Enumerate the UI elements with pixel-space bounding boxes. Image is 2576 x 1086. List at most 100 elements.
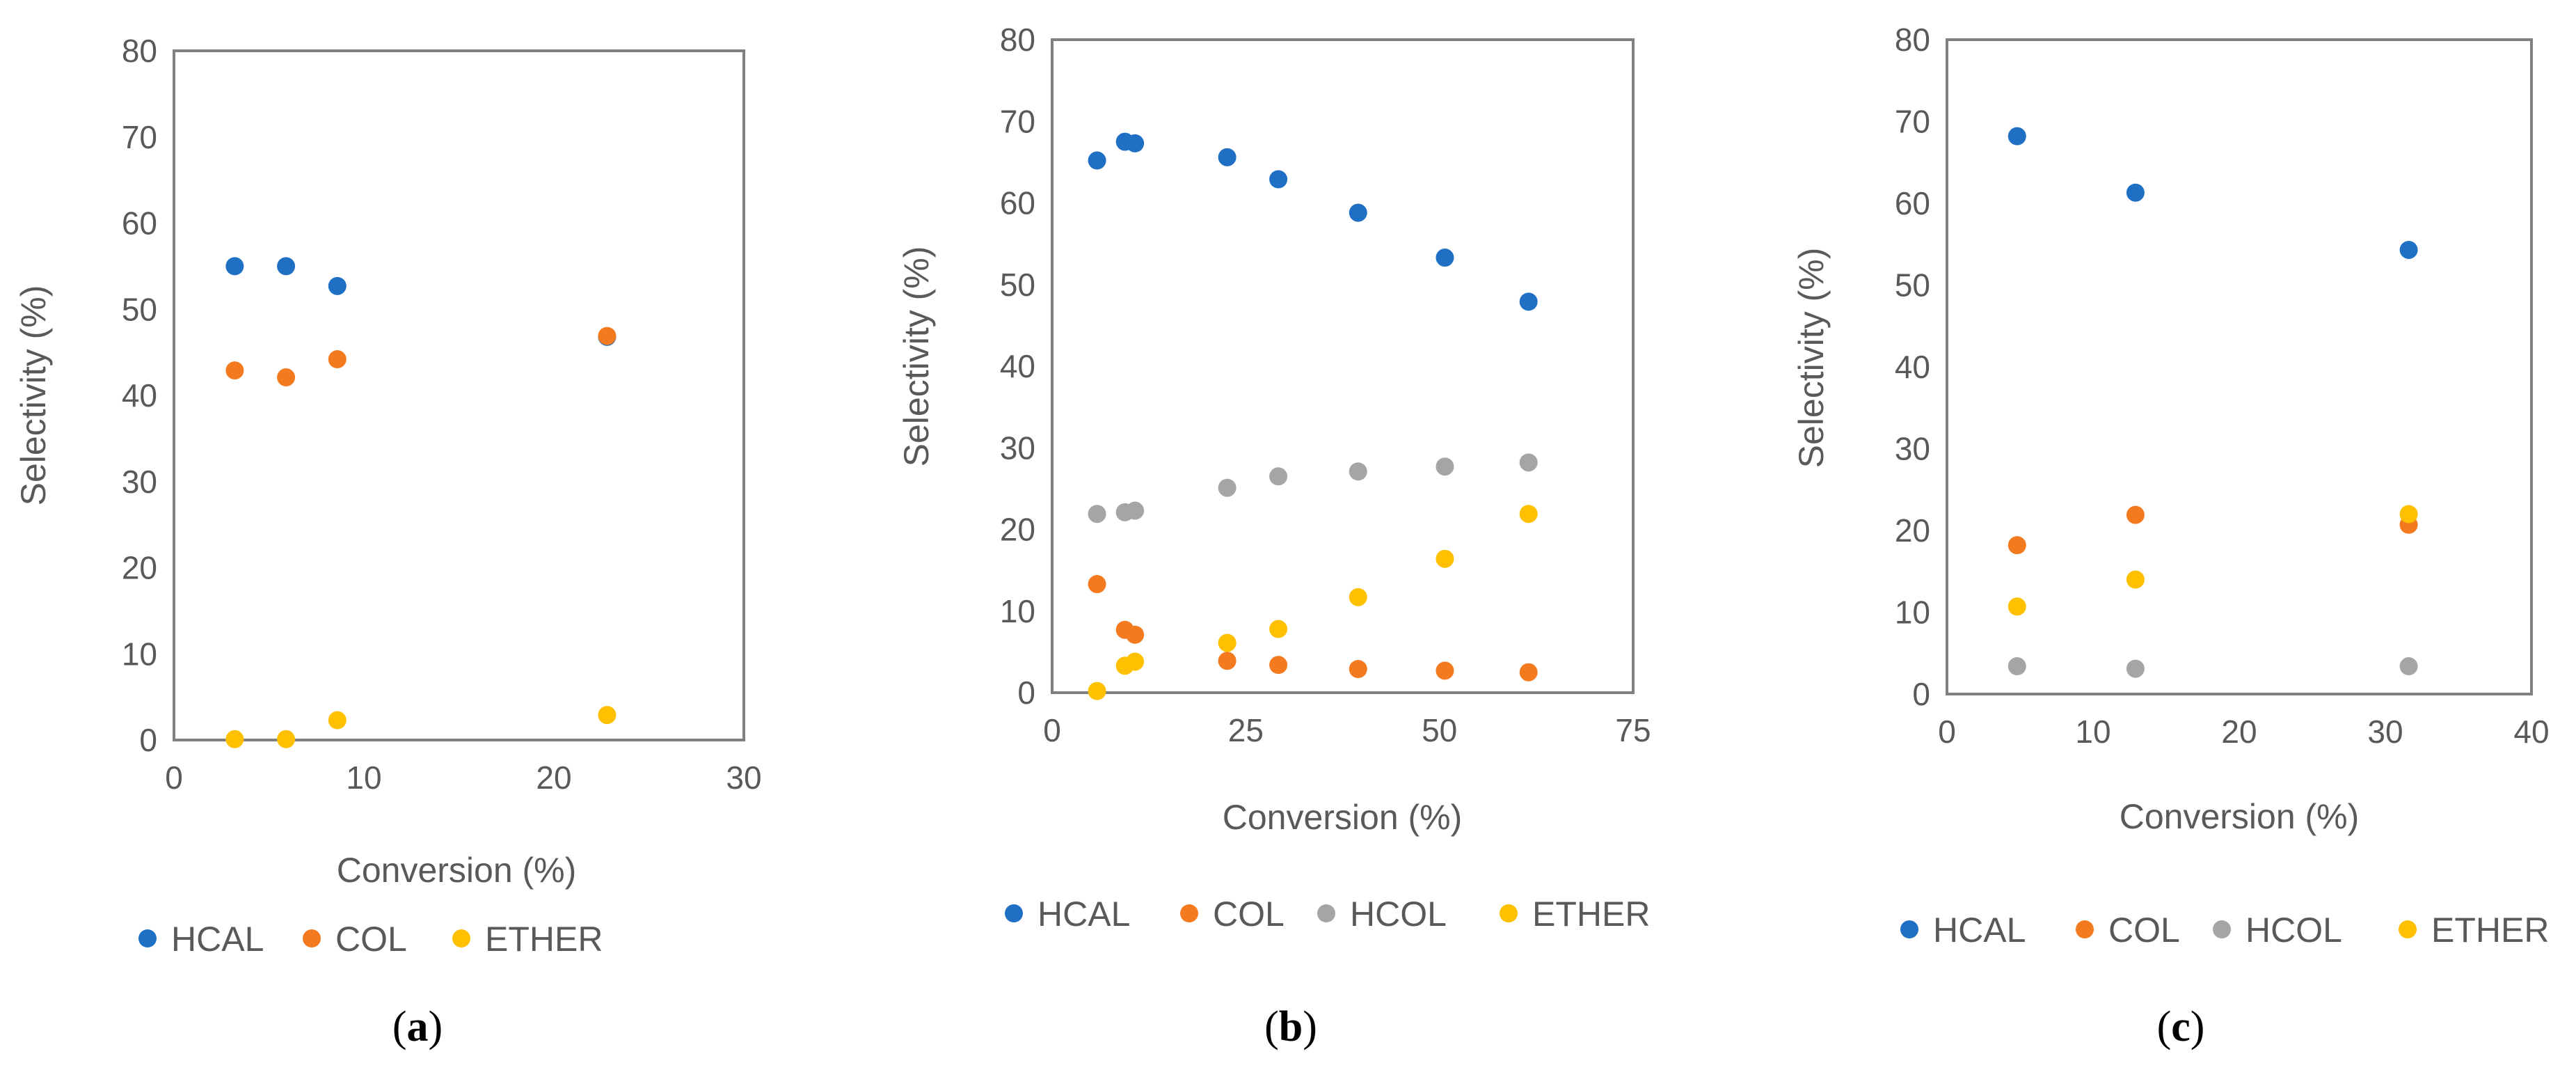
y-tick-label-b: 20 xyxy=(1000,512,1035,548)
data-point-col xyxy=(1126,625,1145,644)
plot-frame-a xyxy=(173,49,745,741)
data-point-hcal xyxy=(2399,240,2418,259)
data-point-hcol xyxy=(1269,467,1288,486)
data-point-col xyxy=(277,368,296,387)
caption-b-open: ( xyxy=(1264,1003,1279,1050)
x-tick-label-c: 30 xyxy=(2367,714,2403,750)
data-point-ether xyxy=(598,706,617,725)
data-point-ether xyxy=(1269,620,1288,638)
data-point-ether xyxy=(1436,549,1454,568)
legend-b: HCAL COL HCOL ETHER xyxy=(1005,895,1650,934)
y-tick-label-c: 80 xyxy=(1895,22,1930,58)
y-tick-label-a: 30 xyxy=(122,464,157,500)
series-col-c xyxy=(2007,505,2418,555)
data-point-hcol xyxy=(2399,657,2418,676)
caption-b-letter: b xyxy=(1278,1003,1303,1050)
y-axis-title-b: Selectivity (%) xyxy=(897,246,936,467)
x-tick-label-c: 0 xyxy=(1938,714,1956,750)
data-point-hcol xyxy=(2007,657,2026,676)
data-point-hcal xyxy=(1218,148,1237,166)
caption-a: (a) xyxy=(392,1002,443,1052)
data-point-col xyxy=(1519,663,1538,682)
legend-label-hcal: HCAL xyxy=(171,920,264,959)
data-point-ether xyxy=(1126,652,1145,671)
y-tick-label-c: 10 xyxy=(1895,595,1930,631)
series-ether-b xyxy=(1088,505,1538,700)
y-tick-label-b: 30 xyxy=(1000,430,1035,466)
y-tick-label-b: 60 xyxy=(1000,185,1035,221)
legend-marker-hcol xyxy=(2213,920,2231,938)
series-col-b xyxy=(1088,575,1538,682)
legend-marker-ether xyxy=(452,929,470,947)
series-hcol-b xyxy=(1088,453,1538,524)
y-tick-label-b: 10 xyxy=(1000,593,1035,629)
data-point-col xyxy=(1349,659,1367,678)
data-point-hcol xyxy=(1218,478,1237,497)
data-point-col xyxy=(1436,661,1454,680)
caption-a-close: ) xyxy=(428,1003,443,1050)
caption-c-letter: c xyxy=(2171,1003,2191,1050)
y-axis-title-c: Selectivity (%) xyxy=(1792,248,1831,469)
chart-panel-b: 0 10 20 30 40 50 60 70 80 0 25 50 75 Conversion (%) Se… xyxy=(859,0,1717,1086)
data-point-hcal xyxy=(328,276,347,295)
series-ether-a xyxy=(225,706,617,748)
legend-label-hcal: HCAL xyxy=(1037,895,1130,934)
y-tick-label-b: 80 xyxy=(1000,22,1035,58)
data-point-hcal xyxy=(1349,203,1367,222)
x-tick-label-b: 25 xyxy=(1228,712,1264,748)
data-point-col xyxy=(2007,536,2026,555)
data-point-col xyxy=(1088,575,1106,594)
x-tick-label-c: 40 xyxy=(2513,714,2549,750)
x-tick-label-a: 30 xyxy=(726,760,761,796)
data-point-hcol xyxy=(1088,505,1106,524)
caption-c-open: ( xyxy=(2156,1003,2172,1050)
legend-label-col: COL xyxy=(2108,911,2180,950)
data-point-hcol xyxy=(1349,462,1367,481)
chart-a-svg: 0 10 20 30 40 50 60 70 80 0 10 20 30 Conversion (%) Se… xyxy=(14,33,762,959)
legend-label-ether: ETHER xyxy=(2431,911,2549,950)
series-col-a xyxy=(225,326,617,387)
y-tick-label-c: 50 xyxy=(1895,267,1930,304)
data-point-hcal xyxy=(2007,127,2026,145)
chart-c-svg: 0 10 20 30 40 50 60 70 80 0 10 20 30 40 Conversion (%)… xyxy=(1792,22,2550,950)
y-tick-label-c: 60 xyxy=(1895,185,1930,221)
y-tick-label-a: 50 xyxy=(122,291,157,327)
y-tick-label-b: 0 xyxy=(1017,675,1035,711)
legend-c: HCAL COL HCOL ETHER xyxy=(1900,911,2549,950)
y-tick-label-c: 0 xyxy=(1912,676,1930,712)
data-point-hcal xyxy=(277,257,296,276)
data-point-ether xyxy=(1218,634,1237,652)
x-tick-label-c: 10 xyxy=(2075,714,2110,750)
x-axis-title-b: Conversion (%) xyxy=(1223,798,1463,837)
chart-b-svg: 0 10 20 30 40 50 60 70 80 0 25 50 75 Conversion (%) Se… xyxy=(897,22,1651,934)
y-tick-label-a: 0 xyxy=(139,722,157,758)
caption-b-close: ) xyxy=(1303,1003,1317,1050)
y-tick-label-c: 20 xyxy=(1895,512,1930,549)
data-point-hcal xyxy=(1269,170,1288,189)
series-ether-c xyxy=(2007,505,2418,616)
legend-marker-hcal xyxy=(1005,904,1023,922)
x-tick-label-c: 20 xyxy=(2221,714,2257,750)
y-tick-label-c: 40 xyxy=(1895,349,1930,385)
data-point-hcol xyxy=(1126,501,1145,520)
data-point-ether xyxy=(2126,570,2145,589)
caption-a-open: ( xyxy=(392,1003,407,1050)
data-point-col xyxy=(328,350,347,369)
legend-a: HCAL COL ETHER xyxy=(138,920,603,959)
x-tick-label-a: 0 xyxy=(165,760,183,796)
legend-marker-hcal xyxy=(1900,920,1918,938)
y-tick-label-a: 20 xyxy=(122,550,157,586)
caption-b: (b) xyxy=(1264,1002,1317,1052)
chart-panel-c: 0 10 20 30 40 50 60 70 80 0 10 20 30 40 Conversion (%)… xyxy=(1717,0,2576,1086)
y-tick-label-a: 10 xyxy=(122,636,157,672)
data-point-ether xyxy=(2399,505,2418,524)
data-point-ether xyxy=(328,711,347,730)
data-point-hcal xyxy=(1088,151,1106,170)
y-tick-label-a: 80 xyxy=(122,33,157,69)
x-tick-label-b: 0 xyxy=(1043,712,1061,748)
legend-label-hcal: HCAL xyxy=(1933,911,2026,950)
y-tick-label-c: 30 xyxy=(1895,431,1930,467)
legend-marker-ether xyxy=(1500,904,1518,922)
data-point-ether xyxy=(1088,682,1106,700)
x-tick-label-b: 75 xyxy=(1615,712,1651,748)
